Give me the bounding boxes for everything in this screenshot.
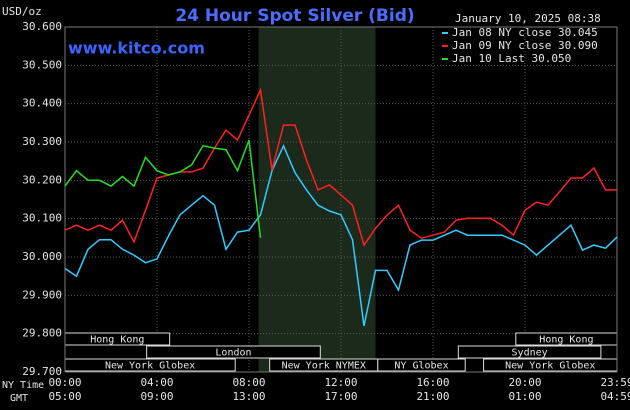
y-tick-label: 30.100 bbox=[22, 212, 62, 225]
x-tick-label: 08:00 bbox=[232, 376, 265, 389]
session-label: Hong Kong bbox=[90, 335, 144, 346]
x-tick-label: 16:00 bbox=[416, 376, 449, 389]
legend-label: Jan 09 NY close 30.090 bbox=[452, 39, 598, 52]
plot-border bbox=[64, 26, 618, 373]
x-axis-label: NY Time bbox=[2, 380, 44, 391]
session-label: NY Globex bbox=[394, 361, 448, 372]
x2-tick-label: 09:00 bbox=[140, 390, 173, 403]
shaded-region bbox=[258, 27, 376, 372]
y-tick-label: 30.400 bbox=[22, 97, 62, 110]
session-bar bbox=[146, 345, 321, 359]
y-tick-label: 30.300 bbox=[22, 135, 62, 148]
x-tick-label: 20:00 bbox=[508, 376, 541, 389]
y-tick-label: 29.800 bbox=[22, 327, 62, 340]
series-line bbox=[64, 87, 617, 247]
x2-tick-label: 21:00 bbox=[416, 390, 449, 403]
session-bar bbox=[457, 345, 602, 359]
session-label: New York NYMEX bbox=[282, 361, 366, 372]
session-label: Sydney bbox=[512, 348, 548, 359]
x-tick-label: 23:59 bbox=[600, 376, 630, 389]
y-tick-label: 30.500 bbox=[22, 58, 62, 71]
series-line bbox=[64, 139, 262, 238]
site-label: www.kitco.com bbox=[68, 39, 205, 58]
y-tick-label: 29.700 bbox=[22, 365, 62, 378]
chart-date: January 10, 2025 08:38 bbox=[455, 12, 601, 25]
session-label: London bbox=[215, 348, 251, 359]
y-tick-label: 29.900 bbox=[22, 288, 62, 301]
session-bar bbox=[377, 358, 466, 372]
x2-tick-label: 05:00 bbox=[48, 390, 81, 403]
x2-tick-label: 17:00 bbox=[324, 390, 357, 403]
chart-title: 24 Hour Spot Silver (Bid) bbox=[175, 6, 414, 26]
x2-tick-label: 04:59 bbox=[600, 390, 630, 403]
x-tick-label: 04:00 bbox=[140, 376, 173, 389]
legend-label: Jan 08 NY close 30.045 bbox=[452, 26, 598, 39]
series-line bbox=[64, 143, 618, 327]
legend-label: Jan 10 Last 30.050 bbox=[452, 52, 571, 65]
y-tick-label: 30.200 bbox=[22, 173, 62, 186]
y-axis-label: USD/oz bbox=[2, 5, 42, 18]
x2-tick-label: 01:00 bbox=[508, 390, 541, 403]
x2-tick-label: 13:00 bbox=[232, 390, 265, 403]
y-tick-label: 30.000 bbox=[22, 250, 62, 263]
x-tick-label: 00:00 bbox=[48, 376, 81, 389]
y-tick-label: 30.600 bbox=[22, 20, 62, 33]
x2-axis-label: GMT bbox=[10, 393, 28, 404]
session-label: New York Globex bbox=[105, 361, 195, 372]
x-tick-label: 12:00 bbox=[324, 376, 357, 389]
session-label: New York Globex bbox=[505, 361, 595, 372]
session-label: Hong Kong bbox=[539, 335, 593, 346]
